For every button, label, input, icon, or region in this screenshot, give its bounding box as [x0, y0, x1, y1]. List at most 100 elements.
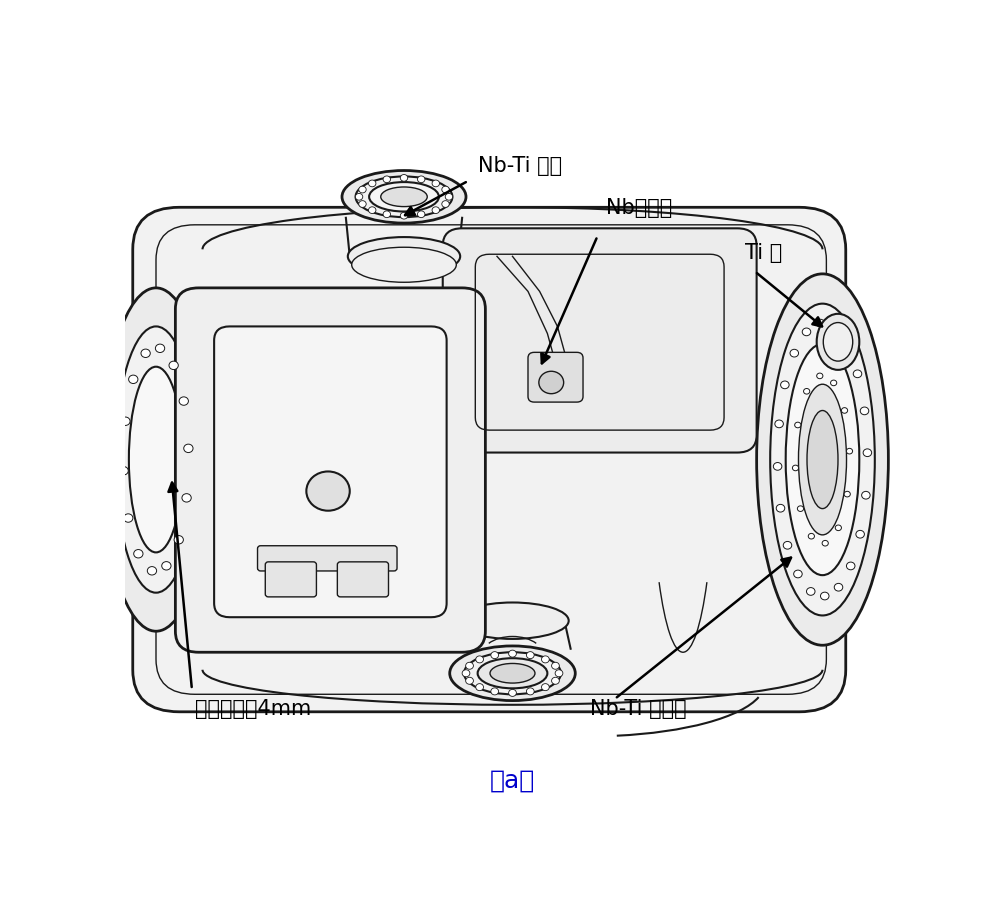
Circle shape: [491, 688, 499, 695]
FancyBboxPatch shape: [265, 561, 316, 597]
Ellipse shape: [464, 652, 561, 694]
Circle shape: [462, 670, 470, 677]
Circle shape: [863, 449, 872, 457]
Ellipse shape: [352, 248, 456, 282]
Text: Nb加强板: Nb加强板: [606, 197, 672, 217]
Circle shape: [134, 550, 143, 558]
Circle shape: [843, 341, 851, 349]
Ellipse shape: [342, 170, 466, 223]
Circle shape: [442, 201, 449, 207]
Circle shape: [359, 201, 366, 207]
Circle shape: [432, 180, 440, 187]
Circle shape: [119, 467, 128, 475]
Circle shape: [775, 420, 783, 428]
Circle shape: [383, 176, 391, 183]
Circle shape: [552, 677, 559, 684]
FancyBboxPatch shape: [175, 288, 485, 652]
Circle shape: [853, 370, 862, 378]
Text: （a）: （a）: [490, 768, 535, 793]
Circle shape: [124, 514, 133, 522]
Circle shape: [862, 491, 870, 499]
Circle shape: [773, 462, 782, 470]
Circle shape: [121, 417, 130, 426]
Circle shape: [155, 344, 165, 352]
Circle shape: [802, 328, 811, 336]
Circle shape: [822, 541, 828, 546]
Text: Nb-Ti 合金环: Nb-Ti 合金环: [590, 699, 687, 719]
Circle shape: [526, 652, 534, 659]
Circle shape: [794, 570, 802, 578]
Circle shape: [834, 583, 843, 592]
Circle shape: [400, 175, 408, 181]
Circle shape: [417, 211, 425, 217]
Circle shape: [552, 662, 559, 669]
Circle shape: [355, 194, 363, 200]
Circle shape: [417, 176, 425, 183]
Circle shape: [797, 506, 804, 511]
Circle shape: [466, 677, 473, 684]
Ellipse shape: [369, 182, 439, 211]
Circle shape: [179, 397, 188, 405]
Circle shape: [368, 180, 376, 187]
FancyBboxPatch shape: [528, 352, 583, 402]
Circle shape: [555, 670, 563, 677]
Ellipse shape: [129, 367, 183, 552]
FancyBboxPatch shape: [258, 546, 397, 571]
Circle shape: [781, 381, 789, 389]
Circle shape: [856, 531, 864, 538]
Circle shape: [147, 567, 157, 575]
Circle shape: [846, 562, 855, 570]
Circle shape: [790, 349, 799, 357]
Circle shape: [820, 592, 829, 600]
Circle shape: [792, 465, 799, 470]
Ellipse shape: [798, 384, 847, 535]
Text: Nb-Ti 合金: Nb-Ti 合金: [478, 156, 562, 176]
Circle shape: [129, 375, 138, 383]
Circle shape: [184, 444, 193, 452]
Circle shape: [162, 561, 171, 570]
Circle shape: [831, 380, 837, 386]
Ellipse shape: [348, 238, 460, 276]
Ellipse shape: [807, 410, 838, 509]
Circle shape: [804, 389, 810, 394]
Ellipse shape: [478, 658, 547, 688]
Circle shape: [841, 408, 848, 413]
Circle shape: [807, 588, 815, 595]
Circle shape: [141, 349, 150, 358]
FancyBboxPatch shape: [133, 207, 846, 712]
Circle shape: [400, 212, 408, 219]
Ellipse shape: [823, 322, 853, 361]
Text: Ti 环: Ti 环: [745, 243, 782, 263]
Ellipse shape: [757, 274, 888, 645]
Circle shape: [542, 656, 549, 662]
Ellipse shape: [786, 344, 859, 575]
Circle shape: [539, 371, 564, 394]
Circle shape: [466, 662, 473, 669]
FancyBboxPatch shape: [443, 228, 757, 452]
Ellipse shape: [381, 187, 427, 207]
Circle shape: [816, 319, 825, 327]
Ellipse shape: [770, 304, 875, 615]
Circle shape: [174, 536, 183, 544]
Ellipse shape: [115, 327, 197, 592]
Circle shape: [795, 422, 801, 428]
Circle shape: [442, 187, 449, 193]
Ellipse shape: [102, 288, 210, 632]
Circle shape: [860, 407, 869, 415]
Circle shape: [509, 650, 516, 657]
Circle shape: [445, 194, 453, 200]
Ellipse shape: [817, 314, 859, 369]
Circle shape: [808, 533, 814, 539]
FancyBboxPatch shape: [337, 561, 388, 597]
Ellipse shape: [490, 663, 535, 683]
Circle shape: [846, 449, 853, 454]
Circle shape: [491, 652, 499, 659]
Circle shape: [509, 690, 516, 696]
Circle shape: [830, 324, 838, 331]
Circle shape: [526, 688, 534, 695]
Circle shape: [169, 361, 178, 369]
Circle shape: [432, 207, 440, 214]
Circle shape: [835, 525, 841, 531]
Circle shape: [383, 211, 391, 217]
Circle shape: [844, 491, 850, 497]
